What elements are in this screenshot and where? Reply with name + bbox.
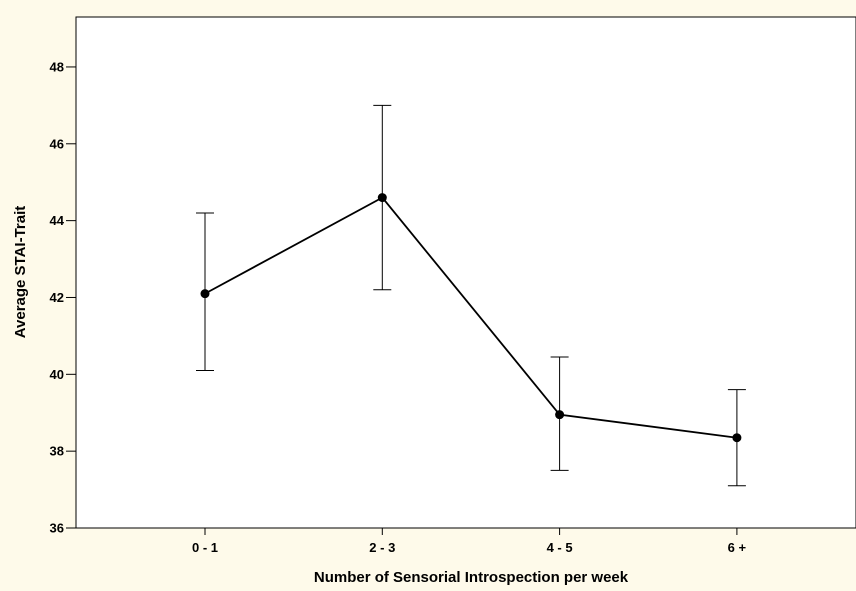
y-tick-label: 42 bbox=[50, 290, 64, 305]
y-tick-label: 36 bbox=[50, 521, 64, 536]
x-axis: 0 - 1 2 - 3 4 - 5 6 + bbox=[192, 528, 747, 555]
x-tick-label: 4 - 5 bbox=[547, 540, 573, 555]
y-tick-label: 38 bbox=[50, 444, 64, 459]
data-point bbox=[732, 433, 742, 443]
x-tick-label: 2 - 3 bbox=[369, 540, 395, 555]
y-tick-label: 48 bbox=[50, 59, 64, 74]
y-tick-label: 40 bbox=[50, 367, 64, 382]
data-point bbox=[555, 410, 565, 420]
y-tick-label: 46 bbox=[50, 136, 64, 151]
y-axis-title: Average STAI-Trait bbox=[12, 206, 29, 339]
data-point bbox=[200, 289, 210, 299]
series-line bbox=[204, 196, 738, 439]
x-tick-label: 0 - 1 bbox=[192, 540, 218, 555]
y-tick-label: 44 bbox=[50, 213, 65, 228]
data-point bbox=[377, 193, 387, 203]
y-axis: 36 38 40 42 44 46 48 bbox=[50, 59, 76, 536]
x-axis-title: Number of Sensorial Introspection per we… bbox=[314, 569, 629, 586]
data-points bbox=[200, 193, 742, 443]
x-tick-label: 6 + bbox=[728, 540, 747, 555]
plot-area bbox=[75, 16, 856, 529]
